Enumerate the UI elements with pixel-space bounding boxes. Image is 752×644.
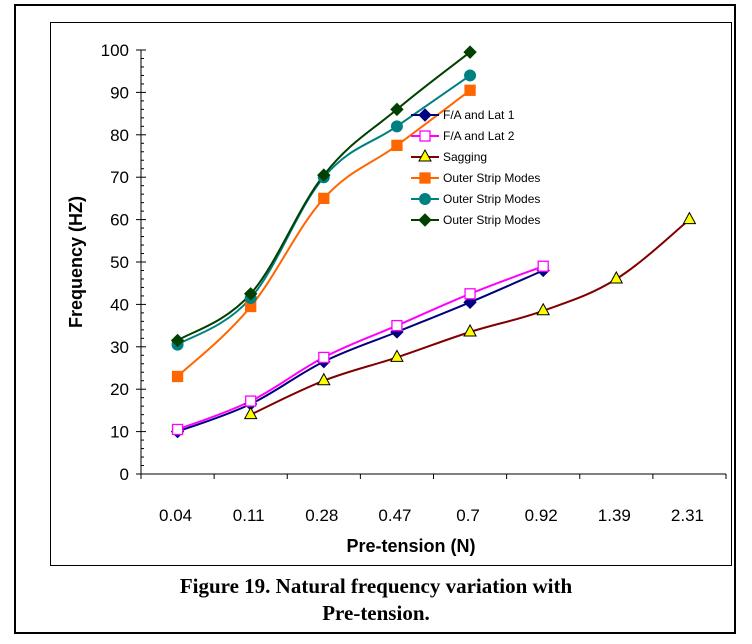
series-line-2 <box>250 218 691 416</box>
figure-frame: 0 10 20 30 40 50 60 70 80 90 100 0.04 0.11 0.28 0.47 0.… <box>14 4 736 634</box>
data-point <box>464 69 477 82</box>
y-tick-label: 0 <box>120 465 129 484</box>
data-point <box>682 211 697 225</box>
line-chart: 0 10 20 30 40 50 60 70 80 90 100 0.04 0.11 0.28 0.47 0.… <box>66 41 727 556</box>
data-point <box>171 423 184 436</box>
data-point <box>390 120 403 133</box>
data-point <box>609 270 624 284</box>
y-tick-label: 20 <box>110 380 129 399</box>
x-tick-label: 0.92 <box>525 506 558 525</box>
y-tick-label: 60 <box>110 211 129 230</box>
y-axis-title: Frequency (HZ) <box>66 196 86 328</box>
data-point <box>318 351 330 364</box>
legend-label: Outer Strip Modes <box>443 213 540 227</box>
data-point <box>391 139 403 152</box>
x-tick-label: 0.11 <box>233 506 265 525</box>
y-tick-label: 40 <box>110 295 129 314</box>
caption-line-1: Figure 19. Natural frequency variation w… <box>179 574 573 598</box>
legend-marker <box>419 172 431 184</box>
legend-label: F/A and Lat 2 <box>443 129 515 143</box>
legend-label: F/A and Lat 1 <box>443 108 515 122</box>
y-tick-label: 50 <box>110 253 129 272</box>
data-point <box>245 395 257 407</box>
x-axis-title: Pre-tension (N) <box>346 536 475 556</box>
x-tick-label: 0.04 <box>159 506 192 525</box>
data-point <box>464 84 476 96</box>
x-tick-label: 0.7 <box>456 506 480 525</box>
data-point <box>463 45 477 59</box>
data-point <box>536 302 551 316</box>
caption-line-2: Pre-tension. <box>322 601 430 625</box>
data-point <box>243 406 258 420</box>
data-point <box>390 349 404 362</box>
data-point <box>390 102 404 117</box>
x-tick-label: 2.31 <box>671 506 704 525</box>
data-point <box>391 319 403 332</box>
legend-marker <box>418 213 432 227</box>
figure-caption: Figure 19. Natural frequency variation w… <box>0 573 752 627</box>
x-tick-label: 0.28 <box>305 506 338 525</box>
data-point <box>317 168 331 182</box>
data-point <box>171 370 184 383</box>
x-tick-label: 0.47 <box>378 506 411 525</box>
y-tick-label: 10 <box>110 423 129 442</box>
data-point <box>318 192 330 205</box>
y-tick-label: 70 <box>110 168 129 187</box>
legend-marker <box>418 108 432 122</box>
data-point <box>170 333 185 348</box>
chart-area: 0 10 20 30 40 50 60 70 80 90 100 0.04 0.11 0.28 0.47 0.… <box>50 22 732 566</box>
y-tick-label: 100 <box>101 41 129 60</box>
data-point <box>316 372 331 386</box>
legend-label: Outer Strip Modes <box>443 192 540 206</box>
series-line-1 <box>177 265 544 431</box>
data-point <box>464 288 476 300</box>
legend-marker <box>419 193 431 205</box>
data-point <box>463 323 477 337</box>
x-tick-label: 1.39 <box>598 506 631 525</box>
data-point <box>243 287 258 301</box>
legend-marker <box>418 148 432 162</box>
y-tick-label: 90 <box>110 83 129 102</box>
y-tick-label: 80 <box>110 126 129 145</box>
legend-label: Sagging <box>443 150 487 164</box>
data-point <box>537 260 549 272</box>
legend-marker <box>419 130 431 142</box>
y-tick-label: 30 <box>110 338 129 357</box>
series-line-0 <box>177 269 544 433</box>
legend-label: Outer Strip Modes <box>443 171 540 185</box>
